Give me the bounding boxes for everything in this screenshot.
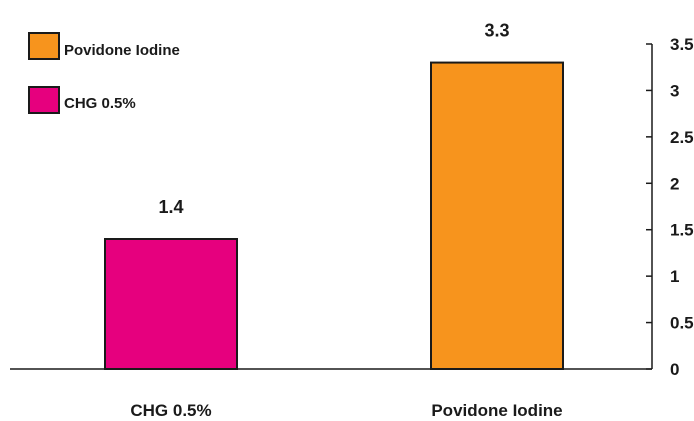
category-label-chg: CHG 0.5% [130, 401, 211, 420]
data-label-povidone-iodine: 3.3 [484, 21, 509, 41]
y-tick-label: 3 [670, 81, 679, 100]
y-tick-label: 0.5 [670, 314, 694, 333]
y-tick-label: 1.5 [670, 221, 694, 240]
y-tick-label: 1 [670, 267, 679, 286]
y-tick-label: 2.5 [670, 128, 694, 147]
bar-chg [104, 238, 238, 370]
y-tick-label: 2 [670, 174, 679, 193]
bars [104, 61, 564, 370]
data-label-chg: 1.4 [158, 197, 183, 217]
legend-label-chg: CHG 0.5% [64, 95, 136, 112]
y-tick-label: 3.5 [670, 35, 694, 54]
legend: Povidone Iodine CHG 0.5% [28, 32, 180, 114]
legend-label-povidone-iodine: Povidone Iodine [64, 42, 180, 59]
y-tick-label: 0 [670, 360, 679, 379]
category-label-povidone-iodine: Povidone Iodine [431, 401, 562, 420]
y-axis-ticks: 0 0.5 1 1.5 2 2.5 3 3.5 [646, 35, 694, 379]
legend-swatch-povidone-iodine [28, 32, 60, 60]
bar-povidone-iodine [430, 61, 564, 370]
legend-swatch-chg [28, 86, 60, 114]
